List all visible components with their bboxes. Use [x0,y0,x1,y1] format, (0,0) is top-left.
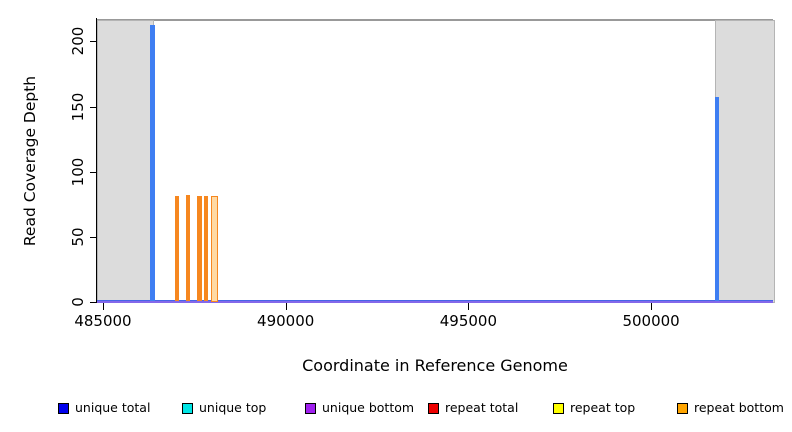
repeat-bottom-spike [185,195,191,301]
y-axis-tick [90,302,97,303]
legend-label-unique-top: unique top [199,400,267,415]
x-axis-tick [468,303,470,310]
x-axis-tick [102,303,104,310]
legend-label-unique-total: unique total [75,400,151,415]
y-axis-line [96,18,97,303]
y-axis-tick-label: 100 [69,157,87,187]
x-axis-tick-label: 495000 [439,312,498,330]
baseline-unique-bottom [97,301,773,303]
legend-label-repeat-bottom: repeat bottom [694,400,784,415]
x-axis-tick-label: 485000 [74,312,132,330]
repeat-bottom-spike [174,196,180,301]
masked-region [714,20,775,303]
y-axis-title: Read Coverage Depth [21,75,39,247]
contig-boundary-line [97,19,773,22]
unique-total-spike [150,24,155,301]
repeat-bottom-spike [197,196,202,301]
legend-swatch-unique-total [58,403,69,414]
baseline-unique-total [97,299,773,302]
x-axis-tick-label: 490000 [257,312,315,330]
y-axis-tick [90,171,97,173]
legend-swatch-repeat-top [553,403,564,414]
legend-swatch-repeat-total [428,403,439,414]
repeat-bottom-spike [210,196,219,302]
legend-label-repeat-total: repeat total [445,400,519,415]
plot-area [97,18,773,302]
legend-swatch-unique-bottom [305,403,316,414]
x-axis-tick [285,303,287,310]
legend-swatch-unique-top [182,403,193,414]
y-axis-tick-label: 200 [69,27,87,56]
y-axis-tick-label: 150 [69,92,87,121]
y-axis-tick [90,41,97,43]
x-axis-tick-label: 500000 [622,312,680,330]
x-axis-tick [651,303,653,310]
legend-label-repeat-top: repeat top [570,400,636,415]
legend-swatch-repeat-bottom [677,403,688,414]
masked-region [97,20,155,303]
y-axis-tick-label: 50 [69,227,87,247]
x-axis-title: Coordinate in Reference Genome [302,356,568,375]
unique-total-spike [714,97,719,301]
y-axis-tick [90,106,97,108]
legend-label-unique-bottom: unique bottom [322,400,415,415]
repeat-bottom-spike [203,196,209,301]
y-axis-tick [90,236,97,238]
